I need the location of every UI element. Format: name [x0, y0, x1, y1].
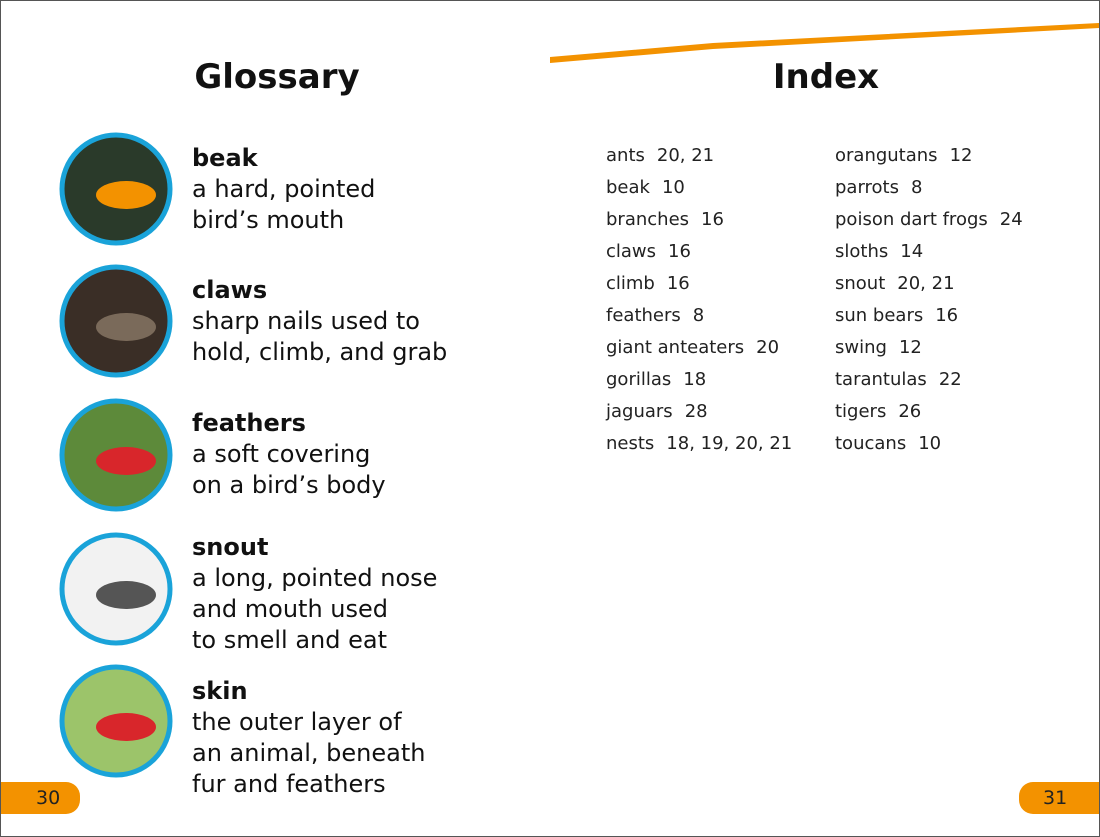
- glossary-definition: and mouth used: [192, 595, 389, 623]
- index-entry: orangutans 12: [835, 145, 972, 166]
- index-pages: 18: [683, 369, 707, 390]
- index-pages: 28: [684, 401, 708, 422]
- index-entry: swing 12: [835, 337, 922, 358]
- index-pages: 20: [756, 337, 780, 358]
- index-entry: beak 10: [606, 177, 685, 198]
- index-term: snout: [835, 273, 886, 294]
- index-term: toucans: [835, 433, 907, 454]
- index-term: poison dart frogs: [835, 209, 988, 230]
- index-entry: claws 16: [606, 241, 691, 262]
- glossary-term: skin: [192, 677, 248, 705]
- index-term: climb: [606, 273, 655, 294]
- glossary-definition: sharp nails used to: [192, 307, 420, 335]
- glossary-title: Glossary: [194, 57, 360, 97]
- index-entry: toucans 10: [835, 433, 941, 454]
- index-pages: 16: [666, 273, 690, 294]
- index-pages: 10: [918, 433, 942, 454]
- index-term: tigers: [835, 401, 887, 422]
- index-term: gorillas: [606, 369, 672, 390]
- glossary-definition: hold, climb, and grab: [192, 338, 448, 366]
- index-term: beak: [606, 177, 650, 198]
- index-pages: 26: [898, 401, 922, 422]
- orange-stripe: [550, 23, 1099, 63]
- index-term: feathers: [606, 305, 681, 326]
- index-entry: giant anteaters 20: [606, 337, 779, 358]
- glossary-term: claws: [192, 276, 268, 304]
- index-title: Index: [772, 57, 880, 97]
- glossary-term: feathers: [192, 409, 306, 437]
- photo-detail: [96, 447, 156, 475]
- index-term: orangutans: [835, 145, 938, 166]
- index-pages: 16: [935, 305, 959, 326]
- index-entry: climb 16: [606, 273, 690, 294]
- glossary-definition: to smell and eat: [192, 626, 387, 654]
- index-term: claws: [606, 241, 657, 262]
- glossary-term: snout: [192, 533, 269, 561]
- index-entry: nests 18, 19, 20, 21: [606, 433, 792, 454]
- photo-detail: [96, 313, 156, 341]
- index-entry: poison dart frogs 24: [835, 209, 1023, 230]
- index-pages: 16: [668, 241, 691, 262]
- index-entry: sloths 14: [835, 241, 923, 262]
- index-pages: 8: [911, 177, 923, 198]
- index-pages: 8: [692, 305, 705, 326]
- index-pages: 12: [949, 145, 973, 166]
- glossary-definition: bird’s mouth: [192, 206, 345, 234]
- index-entry: ants 20, 21: [606, 145, 714, 166]
- index-term: jaguars: [606, 401, 673, 422]
- index-entry: snout 20, 21: [835, 273, 955, 294]
- index-pages: 20, 21: [897, 273, 955, 294]
- glossary-definition: on a bird’s body: [192, 471, 386, 499]
- index-term: sloths: [835, 241, 889, 262]
- index-term: swing: [835, 337, 887, 358]
- index-pages: 14: [900, 241, 924, 262]
- index-term: ants: [606, 145, 645, 166]
- index-entry: gorillas 18: [606, 369, 706, 390]
- index-pages: 16: [701, 209, 724, 230]
- index-entry: feathers 8: [606, 305, 704, 326]
- glossary-definition: an animal, beneath: [192, 739, 426, 767]
- index-entry: tigers 26: [835, 401, 921, 422]
- page-number: 31: [1019, 782, 1099, 814]
- index-entry: jaguars 28: [606, 401, 708, 422]
- index-term: tarantulas: [835, 369, 927, 390]
- index-pages: 12: [898, 337, 922, 358]
- index-pages: 18, 19, 20, 21: [666, 433, 793, 454]
- index-pages: 10: [661, 177, 685, 198]
- index-pages: 22: [938, 369, 962, 390]
- glossary-definition: the outer layer of: [192, 708, 402, 736]
- glossary-definition: fur and feathers: [192, 770, 386, 798]
- index-entry: sun bears 16: [835, 305, 958, 326]
- page-number: 30: [1, 782, 80, 814]
- index-term: nests: [606, 433, 655, 454]
- index-term: parrots: [835, 177, 899, 198]
- index-term: giant anteaters: [606, 337, 745, 358]
- glossary-definition: a soft covering: [192, 440, 371, 468]
- index-entry: tarantulas 22: [835, 369, 962, 390]
- index-pages: 20, 21: [656, 145, 715, 166]
- photo-detail: [96, 713, 156, 741]
- photo-detail: [96, 181, 156, 209]
- index-pages: 24: [999, 209, 1023, 230]
- index-term: branches: [606, 209, 690, 230]
- glossary-definition: a hard, pointed: [192, 175, 376, 203]
- photo-detail: [96, 581, 156, 609]
- glossary-definition: a long, pointed nose: [192, 564, 438, 592]
- glossary-term: beak: [192, 144, 258, 172]
- index-entry: parrots 8: [835, 177, 922, 198]
- index-term: sun bears: [835, 305, 924, 326]
- index-entry: branches 16: [606, 209, 724, 230]
